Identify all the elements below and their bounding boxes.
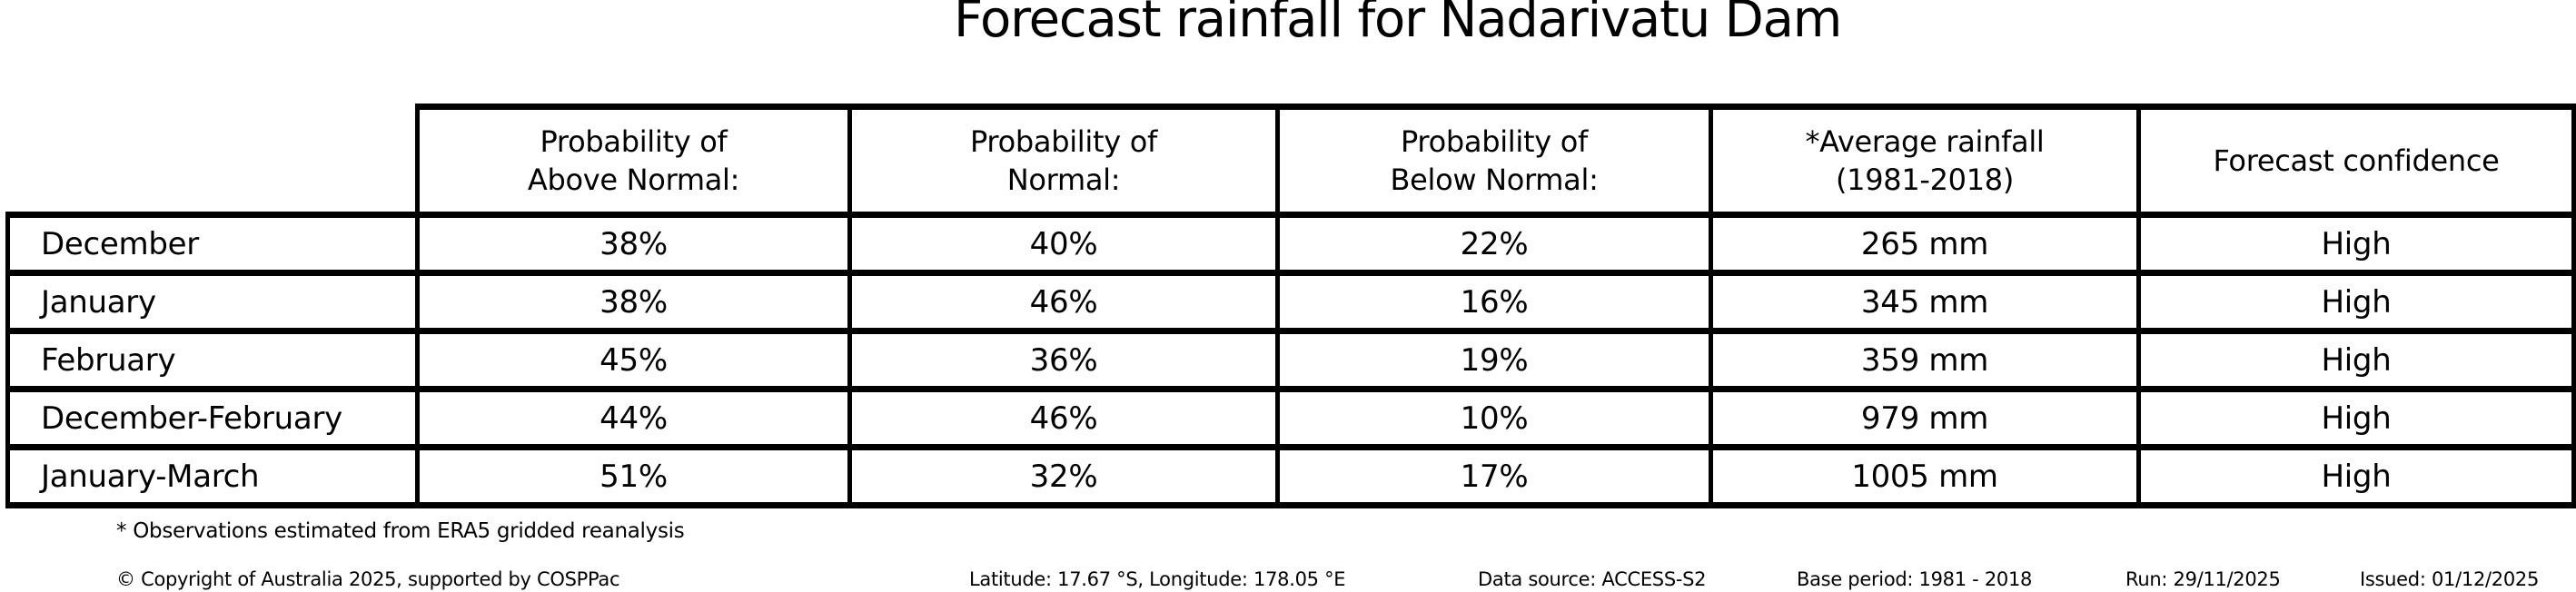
row-period-cell: December-February — [5, 386, 420, 450]
prob-above-normal-cell: 51% — [415, 444, 852, 508]
table-row: December-February 44% 46% 10% 979 mm Hig… — [5, 386, 2576, 450]
footer-copyright: © Copyright of Australia 2025, supported… — [116, 568, 620, 590]
footer-lat-long: Latitude: 17.67 °S, Longitude: 178.05 °E — [969, 568, 1346, 590]
average-rainfall-cell: 265 mm — [1709, 212, 2141, 276]
prob-above-normal-cell: 44% — [415, 386, 852, 450]
col-header-prob-above-normal: Probability of Above Normal: — [415, 104, 852, 218]
table-row: January 38% 46% 16% 345 mm High — [5, 270, 2576, 334]
prob-below-normal-cell: 10% — [1275, 386, 1713, 450]
footer-issued-date: Issued: 01/12/2025 — [2360, 568, 2540, 590]
prob-above-normal-cell: 45% — [415, 328, 852, 392]
col-header-prob-below-normal: Probability of Below Normal: — [1275, 104, 1713, 218]
prob-above-normal-cell: 38% — [415, 212, 852, 276]
prob-normal-cell: 40% — [847, 212, 1280, 276]
footer-data-source: Data source: ACCESS-S2 — [1478, 568, 1707, 590]
prob-normal-cell: 36% — [847, 328, 1280, 392]
prob-above-normal-cell: 38% — [415, 270, 852, 334]
footer-base-period: Base period: 1981 - 2018 — [1797, 568, 2033, 590]
forecast-table: Probability of Above Normal: Probability… — [5, 104, 2576, 508]
average-rainfall-cell: 345 mm — [1709, 270, 2141, 334]
forecast-confidence-cell: High — [2136, 270, 2576, 334]
average-rainfall-cell: 1005 mm — [1709, 444, 2141, 508]
col-header-average-rainfall: *Average rainfall (1981-2018) — [1709, 104, 2141, 218]
col-header-forecast-confidence: Forecast confidence — [2136, 104, 2576, 218]
forecast-confidence-cell: High — [2136, 328, 2576, 392]
row-period-cell: January — [5, 270, 420, 334]
col-header-prob-normal: Probability of Normal: — [847, 104, 1280, 218]
table-row: February 45% 36% 19% 359 mm High — [5, 328, 2576, 392]
prob-below-normal-cell: 22% — [1275, 212, 1713, 276]
page-title: Forecast rainfall for Nadarivatu Dam — [954, 0, 1842, 49]
prob-below-normal-cell: 16% — [1275, 270, 1713, 334]
average-rainfall-cell: 359 mm — [1709, 328, 2141, 392]
forecast-table-body: December 38% 40% 22% 265 mm High January… — [5, 212, 2576, 508]
forecast-confidence-cell: High — [2136, 386, 2576, 450]
forecast-confidence-cell: High — [2136, 212, 2576, 276]
prob-normal-cell: 32% — [847, 444, 1280, 508]
table-row: January-March 51% 32% 17% 1005 mm High — [5, 444, 2576, 508]
row-period-cell: December — [5, 212, 420, 276]
row-period-cell: January-March — [5, 444, 420, 508]
forecast-confidence-cell: High — [2136, 444, 2576, 508]
row-period-cell: February — [5, 328, 420, 392]
table-row: December 38% 40% 22% 265 mm High — [5, 212, 2576, 276]
prob-below-normal-cell: 17% — [1275, 444, 1713, 508]
prob-normal-cell: 46% — [847, 386, 1280, 450]
table-corner-cell — [8, 107, 418, 215]
footer-run-date: Run: 29/11/2025 — [2125, 568, 2281, 590]
prob-normal-cell: 46% — [847, 270, 1280, 334]
average-rainfall-cell: 979 mm — [1709, 386, 2141, 450]
footnote-era5: * Observations estimated from ERA5 gridd… — [116, 519, 685, 543]
table-header-row: Probability of Above Normal: Probability… — [8, 104, 2576, 218]
prob-below-normal-cell: 19% — [1275, 328, 1713, 392]
